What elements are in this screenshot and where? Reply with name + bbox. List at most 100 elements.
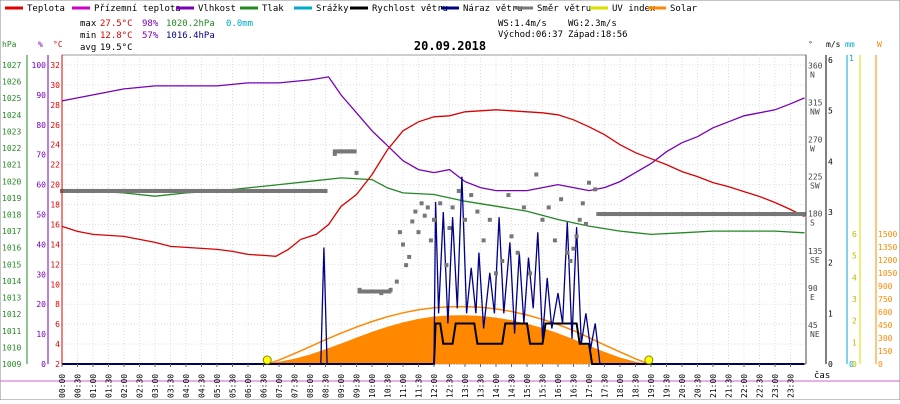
dir-seg-b <box>673 212 678 217</box>
axis-temp-tick-14: 30 <box>50 81 60 90</box>
dir-seg-b <box>705 212 710 217</box>
dir-seg-a <box>154 188 159 193</box>
dir-seg-c <box>370 289 374 294</box>
dir-seg-b <box>700 212 705 217</box>
dir-seg-b <box>789 212 794 217</box>
axis-hpa-tick-1: 1010 <box>2 343 21 352</box>
dir-seg-b <box>740 212 745 217</box>
axis-temp-tick-2: 6 <box>55 320 60 329</box>
dir-point-18 <box>332 151 337 156</box>
dir-seg-d <box>332 149 337 154</box>
dir-seg-a <box>260 188 265 193</box>
dir-seg-a <box>298 188 303 193</box>
dir-point-44 <box>456 188 461 193</box>
x-tick-label-40: 20:00 <box>678 374 687 398</box>
axis-dir-deg-5: 270 <box>808 136 823 145</box>
x-tick-label-30: 15:00 <box>523 374 532 398</box>
dir-point-32 <box>410 219 415 224</box>
dir-seg-d <box>342 149 347 154</box>
x-tick-label-15: 07:30 <box>291 374 300 398</box>
axis-mm-tick-1: 1 <box>849 54 854 63</box>
dir-seg-b <box>601 212 606 217</box>
x-tick-label-36: 18:00 <box>616 374 625 398</box>
dir-seg-a <box>144 188 149 193</box>
dir-seg-a <box>114 188 119 193</box>
axis-hpa-tick-4: 1013 <box>2 294 21 303</box>
dir-seg-c <box>384 289 389 294</box>
dir-seg-b <box>759 212 764 217</box>
stat-max-label: max <box>80 19 97 29</box>
dir-seg-a <box>69 188 74 193</box>
series-rychlost-větru <box>62 322 805 365</box>
stat-min-press: 1016.4hPa <box>166 31 215 41</box>
dir-point-57 <box>534 172 539 177</box>
dir-seg-a <box>62 188 67 193</box>
dir-seg-a <box>134 188 139 193</box>
axis-dir-deg-0: 45 <box>808 321 818 330</box>
dir-seg-a <box>186 188 191 193</box>
x-tick-label-25: 12:30 <box>446 374 455 398</box>
dir-seg-a <box>82 188 87 193</box>
axis-w-tick-6: 900 <box>878 282 893 291</box>
dir-point-67 <box>580 201 585 206</box>
dir-seg-a <box>97 188 102 193</box>
axis-temp-tick-13: 28 <box>50 101 60 110</box>
dir-seg-b <box>685 212 690 217</box>
axis-hpa-tick-12: 1021 <box>2 161 21 170</box>
x-tick-label-2: 01:00 <box>89 374 98 398</box>
x-axis-title: čas <box>814 370 830 381</box>
axis-w-title: W <box>877 40 882 49</box>
axis-pct-tick-2: 20 <box>36 300 46 309</box>
dir-point-42 <box>447 226 452 231</box>
dir-seg-b <box>774 212 779 217</box>
x-axis: 00:00 00:30 01:00 01:30 02:00 02:30 03:00 03:30… <box>0 364 900 398</box>
dir-seg-a <box>141 188 146 193</box>
axis-w-tick-2: 300 <box>878 334 893 343</box>
dir-seg-b <box>633 212 638 217</box>
dir-seg-b <box>794 212 799 217</box>
dir-seg-a <box>241 188 246 193</box>
legend-label-1: Přízemní teplota <box>94 4 181 14</box>
dir-seg-b <box>799 212 804 217</box>
dir-seg-a <box>201 188 206 193</box>
dir-seg-a <box>159 188 164 193</box>
axis-hpa-tick-5: 1014 <box>2 277 21 286</box>
stat-sunrise: Východ:06:37 <box>498 30 563 40</box>
x-tick-label-17: 08:30 <box>322 374 331 398</box>
dir-seg-b <box>606 212 611 217</box>
dir-point-43 <box>450 205 455 210</box>
dir-seg-b <box>764 212 769 217</box>
dir-seg-b <box>645 212 650 217</box>
dir-seg-c <box>372 289 377 294</box>
dir-point-62 <box>565 250 570 255</box>
dir-seg-a <box>255 188 260 193</box>
dir-seg-b <box>722 212 727 217</box>
dir-point-46 <box>469 193 474 198</box>
dir-seg-b <box>792 212 797 217</box>
dir-seg-a <box>64 188 69 193</box>
dir-seg-b <box>747 212 752 217</box>
dir-seg-b <box>643 212 648 217</box>
wind-direction-points <box>60 149 807 365</box>
dir-seg-a <box>233 188 238 193</box>
x-tick-label-45: 22:30 <box>756 374 765 398</box>
dir-point-61 <box>559 197 564 202</box>
dir-seg-a <box>248 188 253 193</box>
dir-point-34 <box>416 230 421 235</box>
x-tick-label-28: 14:00 <box>492 374 501 398</box>
legend-label-4: Srážky <box>316 4 349 14</box>
dir-seg-b <box>762 212 767 217</box>
axis-ms-tick-0: 0 <box>828 360 833 369</box>
dir-seg-b <box>695 212 700 217</box>
stat-wg: WG:2.3m/s <box>568 19 617 29</box>
dir-seg-b <box>631 212 636 217</box>
dir-point-36 <box>422 213 427 218</box>
axis-dir-card-4: SW <box>810 182 820 191</box>
dir-seg-b <box>680 212 685 217</box>
dir-seg-b <box>750 212 755 217</box>
dir-point-66 <box>577 217 582 222</box>
dir-seg-b <box>628 212 633 217</box>
dir-seg-c <box>360 289 365 294</box>
dir-seg-b <box>598 212 603 217</box>
dir-seg-c <box>357 289 362 294</box>
